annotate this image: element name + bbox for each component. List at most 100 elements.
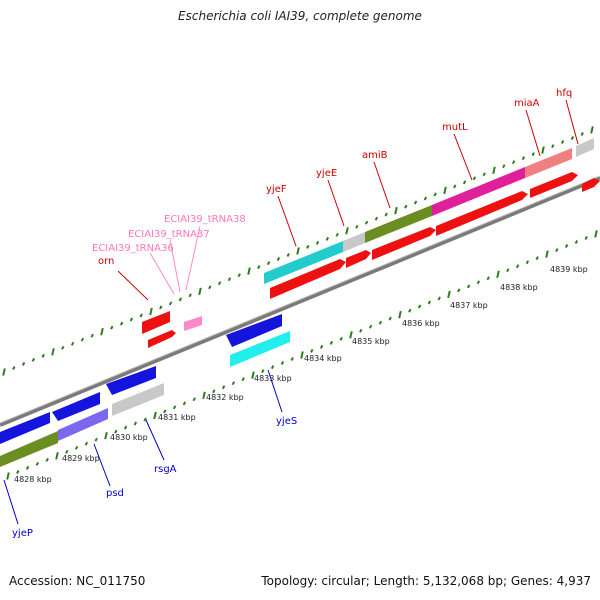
trna-arrow-2[interactable] — [190, 318, 196, 329]
inner-major-tick — [594, 230, 598, 238]
scale-labels: 4828 kbp 4829 kbp 4830 kbp 4831 kbp 4832 kbp… — [14, 265, 588, 484]
outer-minor-tick — [21, 361, 26, 366]
inner-minor-tick — [525, 260, 530, 265]
inner-minor-tick — [114, 429, 118, 434]
gene-olive-1[interactable] — [0, 431, 58, 467]
trna-arrow-1[interactable] — [184, 320, 190, 331]
outer-minor-tick — [364, 220, 369, 225]
inner-minor-tick — [584, 236, 588, 240]
outer-minor-tick — [12, 366, 16, 370]
inner-minor-tick — [25, 465, 30, 470]
genome-backbone — [0, 176, 600, 427]
gene-hfq[interactable] — [576, 138, 594, 157]
inner-minor-tick — [319, 344, 324, 349]
label-trna36[interactable]: ECIAI39_tRNA36 — [92, 243, 174, 254]
gene-mutL[interactable] — [432, 167, 525, 216]
gene-psd-body[interactable] — [58, 408, 108, 441]
inner-major-tick — [496, 270, 500, 279]
label-trna38[interactable]: ECIAI39_tRNA38 — [164, 214, 246, 225]
gene-amiB[interactable] — [365, 205, 432, 243]
inner-minor-tick — [564, 244, 569, 248]
accession-label: Accession: NC_011750 — [9, 574, 146, 588]
label-orn[interactable]: orn — [98, 256, 114, 267]
gene-yjeF[interactable] — [264, 241, 343, 284]
label-miaA[interactable]: miaA — [514, 98, 540, 109]
outer-minor-tick — [306, 244, 310, 249]
inner-minor-tick — [506, 268, 510, 273]
gene-blue-3[interactable] — [106, 366, 156, 395]
inner-major-tick — [104, 431, 108, 440]
label-amiB[interactable]: amiB — [362, 150, 388, 161]
inner-minor-tick — [388, 316, 392, 321]
gene-red-row-1[interactable] — [270, 259, 346, 299]
gene-red-row-6[interactable] — [582, 178, 600, 192]
label-mutL[interactable]: mutL — [442, 122, 468, 133]
outer-minor-tick — [188, 293, 192, 298]
label-hfq[interactable]: hfq — [556, 88, 572, 99]
leader-amiB — [373, 161, 391, 209]
label-rsgA[interactable]: rsgA — [154, 464, 177, 475]
inner-major-tick — [202, 391, 206, 400]
outer-minor-tick — [208, 285, 212, 290]
inner-minor-tick — [574, 240, 579, 244]
label-yjeP[interactable]: yjeP — [12, 528, 33, 539]
outer-minor-tick — [276, 257, 281, 261]
gene-red-row-4[interactable] — [436, 191, 528, 236]
inner-minor-tick — [359, 328, 363, 333]
gene-blue-4[interactable] — [226, 314, 282, 347]
inner-minor-tick — [123, 425, 128, 430]
leader-rsgA — [145, 419, 165, 461]
minor-ticks-outer — [2, 126, 594, 376]
leader-hfq — [565, 99, 579, 145]
inner-minor-tick — [133, 421, 138, 426]
gene-red-row-3[interactable] — [372, 227, 436, 260]
scale-label: 4828 kbp — [14, 475, 52, 484]
gene-yjeE[interactable] — [343, 232, 365, 252]
label-yjeS[interactable]: yjeS — [276, 416, 297, 427]
scale-label: 4831 kbp — [158, 413, 196, 422]
trna-arrow-3[interactable] — [196, 316, 202, 327]
outer-minor-tick — [531, 152, 535, 157]
inner-minor-tick — [427, 300, 432, 305]
inner-minor-tick — [280, 361, 285, 365]
leader-yjeP — [3, 479, 19, 525]
outer-major-tick — [100, 327, 104, 336]
gene-rsgA-body[interactable] — [112, 383, 164, 416]
inner-minor-tick — [310, 348, 314, 353]
inner-minor-tick — [182, 401, 187, 406]
gene-orn-arrow[interactable] — [148, 330, 176, 348]
inner-minor-tick — [417, 304, 422, 309]
inner-minor-tick — [457, 288, 461, 293]
inner-minor-tick — [535, 256, 539, 261]
inner-minor-tick — [192, 397, 196, 402]
leader-trna37 — [169, 239, 181, 293]
outer-minor-tick — [374, 216, 379, 221]
inner-major-tick — [447, 290, 451, 299]
outer-minor-tick — [257, 265, 261, 270]
gene-red-row-5[interactable] — [530, 172, 578, 198]
gene-red-row-2[interactable] — [346, 250, 371, 268]
outer-minor-tick — [168, 301, 173, 306]
scale-label: 4839 kbp — [550, 265, 588, 274]
outer-minor-tick — [355, 224, 359, 229]
inner-minor-tick — [329, 340, 334, 345]
gene-miaA[interactable] — [525, 148, 572, 178]
label-yjeE[interactable]: yjeE — [316, 168, 337, 179]
outer-major-tick — [492, 166, 496, 175]
outer-minor-tick — [335, 232, 339, 237]
outer-minor-tick — [217, 281, 222, 286]
label-trna37[interactable]: ECIAI39_tRNA37 — [128, 229, 210, 240]
label-yjeF[interactable]: yjeF — [266, 184, 287, 195]
inner-minor-tick — [339, 336, 343, 341]
outer-minor-tick — [31, 357, 36, 362]
gene-orn-block[interactable] — [142, 311, 170, 334]
gene-yjeS-body[interactable] — [230, 331, 290, 367]
label-psd[interactable]: psd — [106, 488, 124, 499]
gene-blue-2[interactable] — [52, 392, 100, 421]
outer-major-tick — [149, 307, 153, 316]
scale-label: 4834 kbp — [304, 354, 342, 363]
gene-blue-1[interactable] — [0, 412, 50, 444]
minor-ticks-inner — [6, 230, 598, 480]
